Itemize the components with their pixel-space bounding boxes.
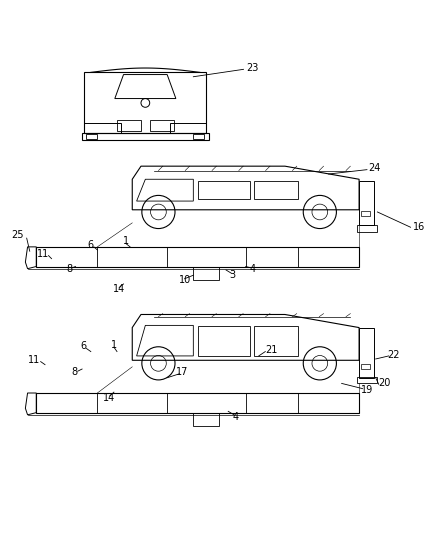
- Bar: [360, 364, 369, 369]
- Text: 6: 6: [80, 341, 86, 351]
- Text: 21: 21: [265, 345, 277, 356]
- Text: 3: 3: [229, 270, 235, 280]
- Text: 23: 23: [245, 63, 258, 73]
- Bar: [84, 72, 206, 133]
- Bar: [193, 266, 219, 280]
- Bar: [117, 120, 141, 131]
- Bar: [254, 326, 297, 356]
- Text: 1: 1: [122, 236, 128, 246]
- Bar: [197, 181, 250, 199]
- Bar: [82, 133, 208, 140]
- Bar: [84, 123, 120, 133]
- Text: 17: 17: [176, 367, 188, 377]
- Text: 20: 20: [378, 378, 390, 389]
- Bar: [358, 181, 374, 225]
- Bar: [358, 328, 374, 378]
- Bar: [170, 123, 206, 133]
- Text: 24: 24: [367, 163, 380, 173]
- Bar: [86, 134, 97, 139]
- Bar: [360, 211, 369, 216]
- Text: 22: 22: [387, 350, 399, 360]
- Bar: [254, 181, 297, 199]
- Text: 8: 8: [71, 367, 78, 377]
- Bar: [149, 120, 173, 131]
- Text: 8: 8: [66, 264, 72, 273]
- Bar: [197, 326, 250, 356]
- Text: 16: 16: [412, 222, 424, 232]
- Text: 4: 4: [249, 264, 255, 273]
- Bar: [356, 225, 376, 232]
- Text: 14: 14: [113, 284, 125, 294]
- Text: 11: 11: [28, 356, 40, 365]
- Text: 4: 4: [233, 412, 239, 422]
- Text: 19: 19: [360, 384, 372, 394]
- Text: 6: 6: [88, 240, 94, 249]
- Text: 1: 1: [111, 340, 117, 350]
- Text: 25: 25: [12, 230, 24, 240]
- Text: 14: 14: [103, 393, 116, 403]
- Text: 10: 10: [178, 276, 190, 286]
- Bar: [193, 134, 204, 139]
- Text: 11: 11: [37, 249, 49, 259]
- Bar: [193, 413, 219, 426]
- Bar: [356, 377, 376, 383]
